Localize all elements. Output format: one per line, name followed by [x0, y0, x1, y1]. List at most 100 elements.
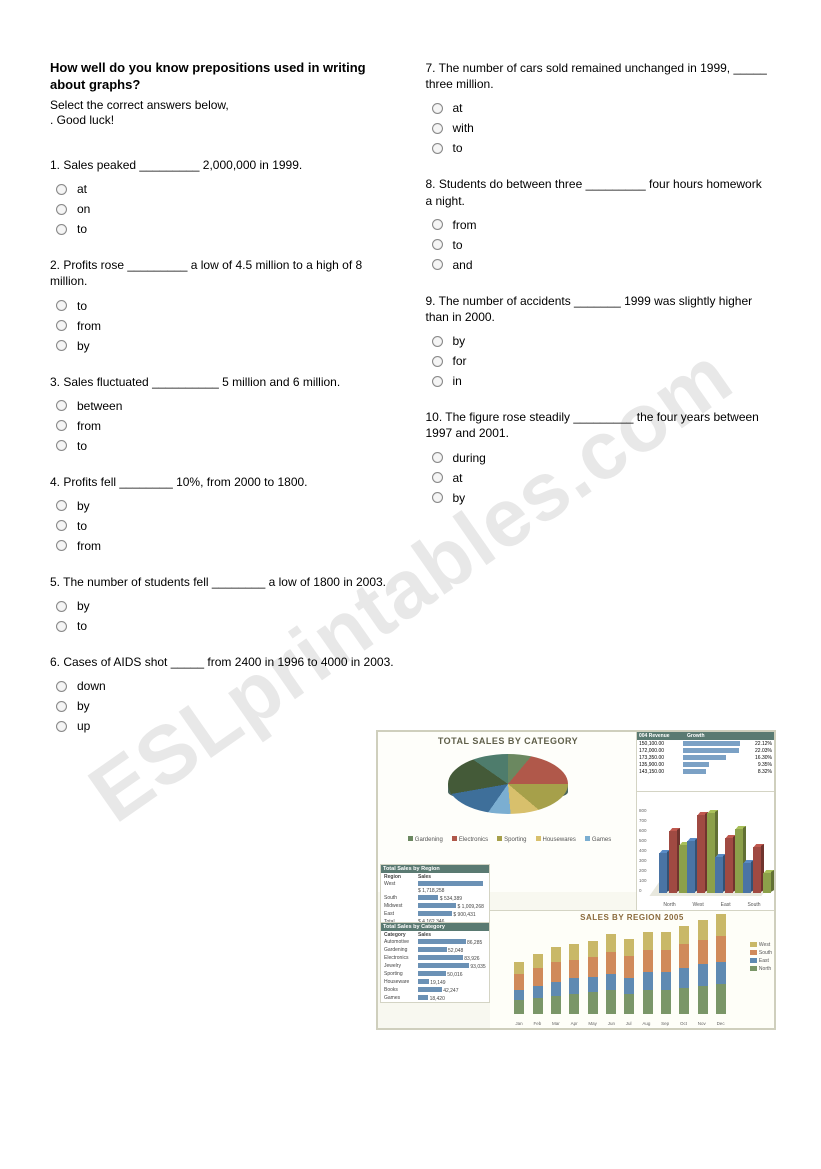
radio-icon[interactable]	[56, 420, 67, 431]
option-label: to	[77, 519, 87, 533]
revenue-table: 004 RevenueGrowth150,100.0022.12%172,000…	[636, 732, 774, 792]
answer-option[interactable]: to	[50, 219, 396, 239]
table-row: Sporting 50,016	[381, 970, 489, 978]
answer-option[interactable]: up	[50, 716, 396, 736]
radio-icon[interactable]	[56, 621, 67, 632]
page-title: How well do you know prepositions used i…	[50, 60, 396, 94]
answer-option[interactable]: on	[50, 199, 396, 219]
radio-icon[interactable]	[56, 601, 67, 612]
answer-option[interactable]: in	[426, 371, 772, 391]
option-label: to	[453, 141, 463, 155]
answer-option[interactable]: from	[50, 416, 396, 436]
question-text: 8. Students do between three _________ f…	[426, 176, 772, 208]
answer-option[interactable]: during	[426, 448, 772, 468]
radio-icon[interactable]	[56, 440, 67, 451]
pie-chart	[448, 754, 568, 824]
table-row: Midwest $ 1,009,268	[381, 902, 489, 910]
answer-option[interactable]: by	[50, 696, 396, 716]
answer-option[interactable]: at	[50, 179, 396, 199]
option-label: up	[77, 719, 90, 733]
table-region: Total Sales by RegionRegionSalesWest $ 1…	[380, 864, 490, 926]
question: 6. Cases of AIDS shot _____ from 2400 in…	[50, 654, 396, 736]
answer-option[interactable]: to	[426, 235, 772, 255]
radio-icon[interactable]	[432, 356, 443, 367]
radio-icon[interactable]	[432, 376, 443, 387]
table-row: 173,350.0016.30%	[637, 754, 774, 761]
question: 1. Sales peaked _________ 2,000,000 in 1…	[50, 157, 396, 239]
radio-icon[interactable]	[432, 452, 443, 463]
answer-option[interactable]: to	[50, 616, 396, 636]
radio-icon[interactable]	[432, 239, 443, 250]
option-label: to	[453, 238, 463, 252]
answer-option[interactable]: from	[50, 316, 396, 336]
answer-option[interactable]: by	[426, 331, 772, 351]
option-label: by	[77, 499, 90, 513]
radio-icon[interactable]	[432, 123, 443, 134]
answer-option[interactable]: and	[426, 255, 772, 275]
radio-icon[interactable]	[56, 721, 67, 732]
page-subtitle: Select the correct answers below, . Good…	[50, 98, 396, 129]
answer-option[interactable]: by	[50, 336, 396, 356]
radio-icon[interactable]	[56, 400, 67, 411]
answer-option[interactable]: by	[50, 596, 396, 616]
radio-icon[interactable]	[432, 259, 443, 270]
table-row: East $ 900,431	[381, 910, 489, 918]
radio-icon[interactable]	[56, 340, 67, 351]
option-label: by	[453, 491, 466, 505]
radio-icon[interactable]	[432, 219, 443, 230]
option-label: on	[77, 202, 90, 216]
radio-icon[interactable]	[56, 540, 67, 551]
table-row: 143,150.008.32%	[637, 768, 774, 775]
answer-option[interactable]: from	[426, 215, 772, 235]
answer-option[interactable]: down	[50, 676, 396, 696]
table-row: West $ 1,718,258	[381, 880, 489, 894]
option-label: at	[453, 471, 463, 485]
answer-option[interactable]: by	[50, 496, 396, 516]
answer-option[interactable]: at	[426, 98, 772, 118]
radio-icon[interactable]	[56, 184, 67, 195]
option-label: to	[77, 439, 87, 453]
answer-option[interactable]: at	[426, 468, 772, 488]
answer-option[interactable]: to	[426, 138, 772, 158]
answer-option[interactable]: by	[426, 488, 772, 508]
table-row: Gardening 52,048	[381, 946, 489, 954]
question-text: 2. Profits rose _________ a low of 4.5 m…	[50, 257, 396, 289]
radio-icon[interactable]	[432, 336, 443, 347]
answer-option[interactable]: to	[50, 436, 396, 456]
stack-x-labels: JanFebMarAprMayJunJulAugSepOctNovDec	[510, 1021, 730, 1026]
answer-option[interactable]: from	[50, 536, 396, 556]
table-row: Electronics 83,926	[381, 954, 489, 962]
radio-icon[interactable]	[432, 143, 443, 154]
answer-option[interactable]: to	[50, 516, 396, 536]
table-category: Total Sales by CategoryCategorySalesAuto…	[380, 922, 490, 1003]
question: 5. The number of students fell ________ …	[50, 574, 396, 636]
radio-icon[interactable]	[56, 320, 67, 331]
question-text: 4. Profits fell ________ 10%, from 2000 …	[50, 474, 396, 490]
column-left: How well do you know prepositions used i…	[50, 60, 396, 754]
stack-legend: WestSouthEastNorth	[750, 941, 772, 973]
radio-icon[interactable]	[432, 492, 443, 503]
stacked-chart-panel: SALES BY REGION 2005 JanFebMarAprMayJunJ…	[490, 910, 774, 1028]
table-row: Automotive 86,285	[381, 938, 489, 946]
option-label: to	[77, 222, 87, 236]
table-row: Jewelry 93,035	[381, 962, 489, 970]
radio-icon[interactable]	[432, 472, 443, 483]
option-label: to	[77, 299, 87, 313]
radio-icon[interactable]	[56, 681, 67, 692]
radio-icon[interactable]	[56, 224, 67, 235]
radio-icon[interactable]	[56, 701, 67, 712]
radio-icon[interactable]	[56, 300, 67, 311]
answer-option[interactable]: between	[50, 396, 396, 416]
answer-option[interactable]: to	[50, 296, 396, 316]
answer-option[interactable]: for	[426, 351, 772, 371]
option-label: from	[77, 319, 101, 333]
option-label: by	[77, 339, 90, 353]
radio-icon[interactable]	[56, 520, 67, 531]
radio-icon[interactable]	[432, 103, 443, 114]
question-text: 1. Sales peaked _________ 2,000,000 in 1…	[50, 157, 396, 173]
option-label: for	[453, 354, 467, 368]
bar-chart-panel: 8007006005004003002001000 NorthWestEastS…	[636, 792, 774, 910]
answer-option[interactable]: with	[426, 118, 772, 138]
radio-icon[interactable]	[56, 204, 67, 215]
radio-icon[interactable]	[56, 500, 67, 511]
